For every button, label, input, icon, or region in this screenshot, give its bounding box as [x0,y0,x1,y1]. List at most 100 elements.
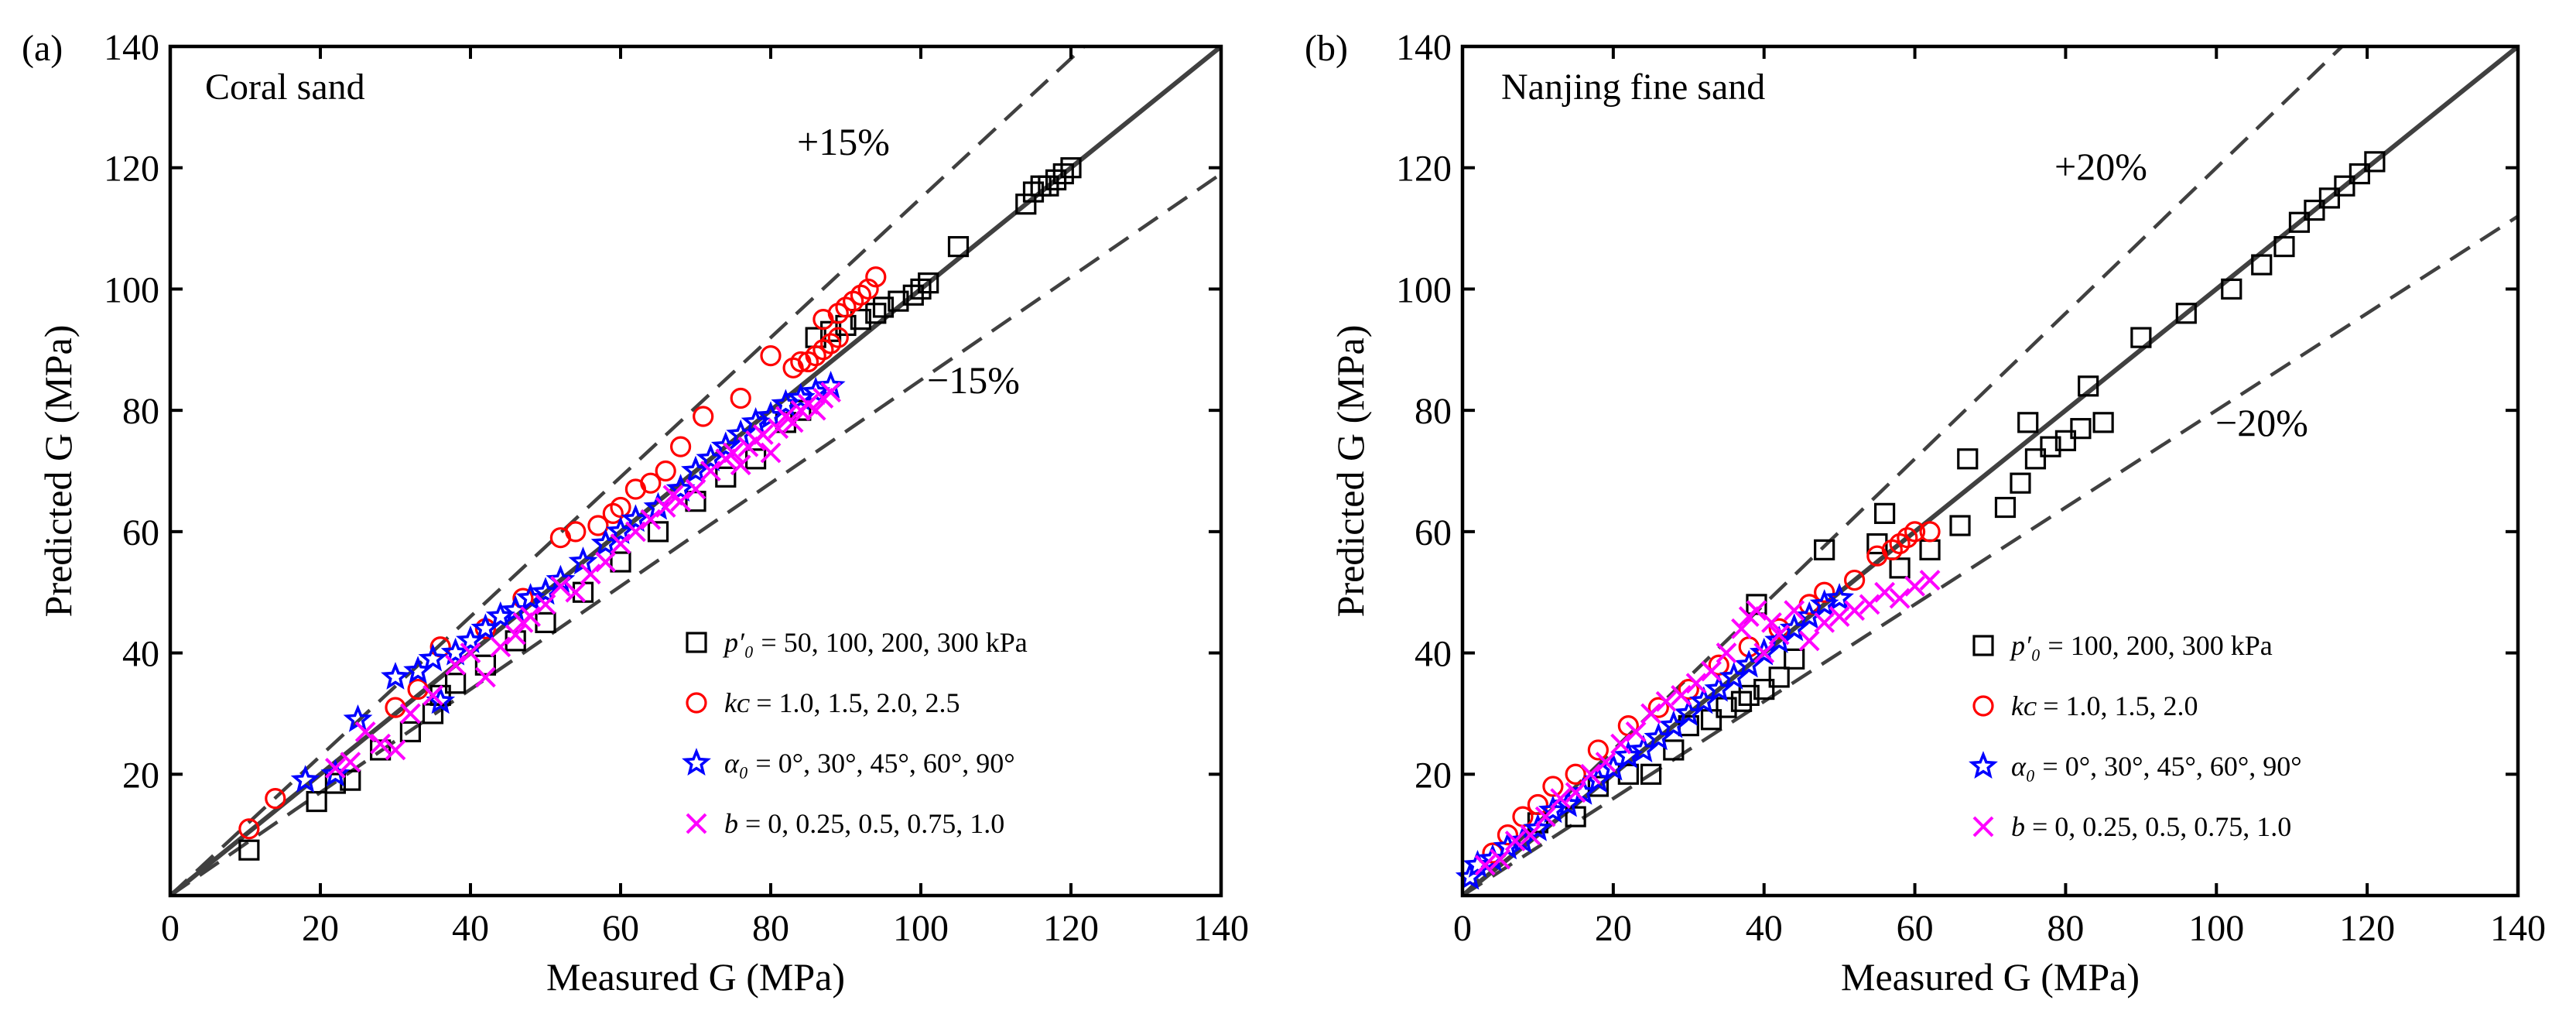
data-point [760,345,782,367]
data-point [505,624,526,646]
data-point [535,611,556,633]
data-point [485,601,515,629]
data-point [1595,752,1616,773]
data-point [655,460,676,482]
data-point [474,654,497,676]
data-point [1052,163,1074,185]
data-point [685,478,706,500]
error-band-line-2 [170,172,1221,896]
data-point [865,303,887,324]
data-point [1768,666,1790,688]
data-point [418,643,448,672]
y-tick-label: 40 [1415,634,1452,675]
data-point [370,733,392,755]
panel-label: (b) [1305,28,1348,69]
data-point [1814,611,1835,633]
y-axis-title: Predicted G (MPa) [36,325,80,618]
data-point [2054,430,2077,451]
data-point [1753,678,1775,700]
y-tick-label: 100 [1396,269,1452,310]
data-point [587,515,609,536]
data-point [1587,739,1609,761]
data-point [1844,600,1866,622]
legend-symbol: α₀ [2011,751,2035,782]
data-point [324,772,346,794]
data-point [2070,418,2092,440]
data-point [760,442,782,464]
data-point [1814,539,1835,560]
legend-marker [1969,751,1998,779]
data-point [1520,824,1541,846]
lower-band-label: −15% [927,358,1020,402]
data-point [595,551,617,573]
panel-b: 0 20 40 60 80 100 120 140 20 40 60 80 100 120 140 Measu… [1305,27,2546,998]
error-band-line-1 [170,46,1087,896]
panel-title: Coral sand [205,67,365,108]
data-point [730,387,751,409]
ticks: 0 20 40 60 80 100 120 140 20 40 60 80 100 120 140 [104,27,1249,949]
legend-marker [682,748,711,776]
data-point [354,721,376,742]
x-tick-label: 120 [1043,908,1099,949]
y-tick-label: 140 [104,27,159,68]
data-point [827,327,849,348]
data-point [1829,606,1850,627]
data-point [872,296,895,318]
data-point [2304,199,2325,221]
x-tick-label: 140 [1193,908,1249,949]
data-point [399,703,421,724]
data-point [290,765,320,793]
data-point [1746,594,1767,615]
data-point [1844,569,1866,591]
data-point [700,461,721,481]
data-point [1809,589,1839,617]
legend-text: = 50, 100, 200, 300 kPa [754,627,1027,658]
x-tick-label: 140 [2490,908,2546,949]
data-point [340,752,361,773]
data-point [1814,581,1835,603]
data-point [2334,175,2355,197]
data-point [2024,448,2047,470]
data-point [238,839,260,861]
data-point [2010,472,2031,494]
data-point [669,436,692,457]
data-point [865,266,887,288]
data-point [640,472,662,494]
ticks: 0 20 40 60 80 100 120 140 20 40 60 80 100 120 140 [1396,27,2546,949]
data-point [1784,600,1805,622]
data-point [640,509,662,530]
legend-marker [686,692,707,714]
data-point [1580,763,1602,785]
legend-symbol: p′₀ [722,627,754,658]
data-point [1784,648,1805,670]
upper-band-label: +20% [2054,145,2147,188]
data-point [1685,673,1707,694]
data-point [1730,690,1753,712]
data-point [1768,624,1790,646]
data-point [2251,254,2273,276]
legend-symbol: α₀ [724,748,748,779]
data-point [324,758,346,779]
data-point [565,521,587,543]
y-axis-title: Predicted G (MPa) [1329,325,1372,618]
x-tick-label: 60 [602,908,639,949]
data-point [580,563,601,585]
x-tick-label: 20 [302,908,339,949]
plot-frame [168,44,1223,898]
x-tick-label: 0 [1453,908,1472,949]
data-point [1565,806,1586,827]
data-point [1874,502,1896,524]
y-tick-label: 20 [1415,755,1452,796]
legend-text: = 100, 200, 300 kPa [2041,630,2272,661]
data-point [1497,824,1519,846]
data-point [1565,763,1586,785]
data-point [1640,763,1662,785]
data-point [785,382,816,411]
data-point [1613,740,1644,769]
data-point [1904,521,1926,543]
data-point [1701,660,1722,682]
data-point [381,662,410,690]
data-point [610,551,631,573]
legend-text: = 0°, 30°, 45°, 60°, 90° [2035,751,2301,782]
data-point [1738,684,1760,707]
